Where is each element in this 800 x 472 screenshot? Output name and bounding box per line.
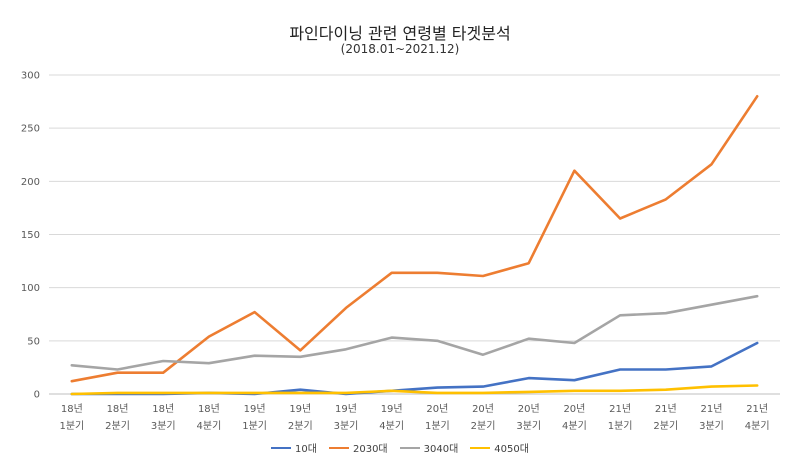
x-tick-label-quarter: 4분기 <box>745 420 770 432</box>
series-line-2030대 <box>70 95 759 383</box>
x-tick-label-quarter: 3분기 <box>699 420 724 432</box>
x-tick-label-quarter: 1분기 <box>425 420 450 432</box>
x-tick-label-quarter: 2분기 <box>288 420 313 432</box>
x-tick-label-year: 21년 <box>609 403 631 415</box>
legend-item: 3040대 <box>399 440 459 455</box>
x-tick-label-quarter: 2분기 <box>471 420 496 432</box>
x-tick-label-quarter: 1분기 <box>242 420 267 432</box>
x-tick-label-year: 20년 <box>563 403 585 415</box>
x-tick-label-year: 21년 <box>701 403 723 415</box>
x-tick-label-quarter: 3분기 <box>516 420 541 432</box>
x-tick-label-quarter: 4분기 <box>562 420 587 432</box>
legend-swatch <box>399 446 420 449</box>
x-tick-label-year: 21년 <box>655 403 677 415</box>
x-tick-label-year: 20년 <box>426 403 448 415</box>
legend-label: 10대 <box>295 444 317 455</box>
legend-swatch <box>470 446 491 449</box>
x-tick-label-quarter: 1분기 <box>608 420 633 432</box>
x-tick-label-year: 18년 <box>61 403 83 415</box>
x-tick-label-year: 20년 <box>518 403 540 415</box>
series-line-3040대 <box>70 294 759 371</box>
x-tick-label-quarter: 3분기 <box>334 420 359 432</box>
x-tick-label-year: 18년 <box>198 403 220 415</box>
legend-item: 2030대 <box>328 440 388 455</box>
y-tick-label: 0 <box>34 390 40 401</box>
y-tick-label: 50 <box>27 336 40 347</box>
x-tick-label-year: 18년 <box>152 403 174 415</box>
x-tick-label-quarter: 4분기 <box>379 420 404 432</box>
chart-subtitle: (2018.01~2021.12) <box>340 42 460 56</box>
legend-swatch <box>271 446 292 449</box>
x-tick-label-year: 19년 <box>381 403 403 415</box>
x-tick-label-quarter: 1분기 <box>59 420 84 432</box>
x-tick-label-year: 19년 <box>244 403 266 415</box>
x-tick-label-year: 20년 <box>472 403 494 415</box>
x-tick-label-year: 19년 <box>335 403 357 415</box>
y-tick-label: 100 <box>21 283 40 294</box>
chart-title: 파인다이닝 관련 연령별 타겟분석 <box>289 24 511 43</box>
legend-item: 10대 <box>271 440 317 455</box>
x-tick-label-quarter: 3분기 <box>151 420 176 432</box>
x-tick-label-year: 21년 <box>746 403 768 415</box>
x-tick-label-quarter: 2분기 <box>105 420 130 432</box>
x-tick-label-quarter: 2분기 <box>653 420 678 432</box>
legend-label: 2030대 <box>352 444 388 455</box>
x-tick-label-year: 19년 <box>289 403 311 415</box>
y-tick-label: 300 <box>21 71 40 82</box>
legend-swatch <box>328 446 349 449</box>
y-tick-label: 200 <box>21 177 40 188</box>
y-tick-label: 150 <box>21 230 40 241</box>
x-tick-label-year: 18년 <box>107 403 129 415</box>
chart-legend: 10대 2030대 3040대 4050대 <box>0 440 800 455</box>
legend-label: 3040대 <box>423 444 459 455</box>
legend-label: 4050대 <box>494 444 529 455</box>
x-tick-label-quarter: 4분기 <box>197 420 222 432</box>
legend-item: 4050대 <box>470 440 529 455</box>
series-line-10대 <box>70 341 759 396</box>
series-line-4050대 <box>70 384 759 396</box>
y-tick-label: 250 <box>21 124 40 135</box>
